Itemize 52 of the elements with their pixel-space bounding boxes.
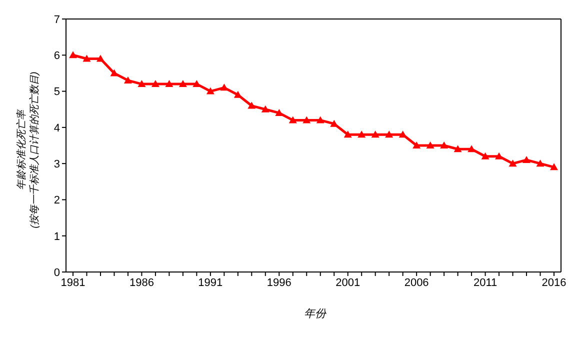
x-tick-label: 1991 xyxy=(198,276,223,289)
point xyxy=(398,130,407,138)
x-tick-label: 2016 xyxy=(542,276,566,289)
y-tick-label: 6 xyxy=(54,50,60,62)
point xyxy=(550,163,558,170)
point xyxy=(261,105,270,112)
point xyxy=(454,145,462,152)
point xyxy=(275,108,284,116)
x-tick-label: 2001 xyxy=(336,276,360,289)
point xyxy=(248,102,256,109)
x-axis-title: 年份 xyxy=(303,307,328,321)
point xyxy=(316,116,324,124)
point xyxy=(82,54,91,62)
x-tick-label: 1996 xyxy=(266,276,292,289)
point xyxy=(495,152,504,160)
point xyxy=(468,145,476,152)
point xyxy=(288,116,297,124)
point xyxy=(522,156,531,163)
x-tick-label: 2011 xyxy=(473,276,498,289)
point xyxy=(234,90,242,98)
point xyxy=(385,130,394,138)
y-tick-label: 0 xyxy=(54,266,60,279)
point xyxy=(440,142,448,148)
point xyxy=(165,80,174,88)
point xyxy=(508,160,517,167)
point xyxy=(206,87,214,94)
y-tick-label: 2 xyxy=(54,194,60,207)
point xyxy=(481,152,490,160)
point xyxy=(178,80,187,88)
point xyxy=(96,54,104,62)
y-tick-label: 3 xyxy=(54,158,60,170)
x-tick-label: 1981 xyxy=(60,276,86,289)
point xyxy=(371,130,380,138)
y-tick-label: 5 xyxy=(54,86,60,98)
y-tick-label: 7 xyxy=(54,14,60,26)
y-tick-label: 1 xyxy=(54,230,60,243)
point xyxy=(302,116,311,124)
point xyxy=(151,80,160,88)
point xyxy=(220,84,228,91)
y-tick-label: 4 xyxy=(54,122,60,134)
point xyxy=(344,130,352,138)
y-axis-title: 年龄标准化死亡率 (按每一千标准人口计算的死亡数目) xyxy=(15,72,41,228)
x-tick-label: 2006 xyxy=(404,276,429,289)
point xyxy=(536,160,544,167)
point xyxy=(358,130,366,138)
x-tick-label: 1986 xyxy=(129,276,154,289)
point xyxy=(69,51,77,58)
point xyxy=(138,80,146,88)
point xyxy=(124,76,132,84)
point xyxy=(412,142,421,148)
point xyxy=(426,142,434,148)
point xyxy=(110,69,118,76)
